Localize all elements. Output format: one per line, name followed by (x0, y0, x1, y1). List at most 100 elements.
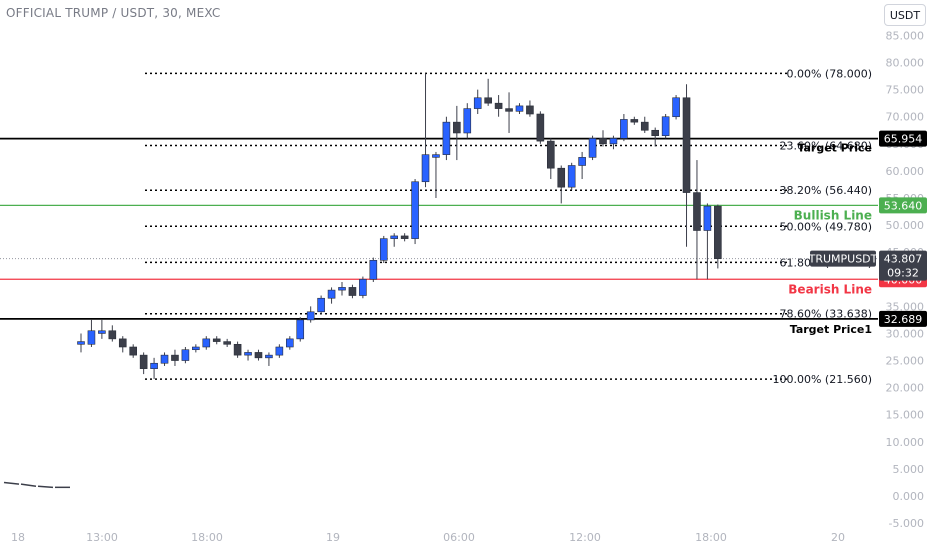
candle (421, 73, 430, 188)
countdown-label: 09:32 (887, 267, 919, 280)
candle-body (233, 343, 242, 356)
candle (108, 325, 117, 342)
fib-label: 0.00% (78.000) (786, 67, 872, 80)
candle (714, 204, 722, 269)
candle (609, 135, 618, 150)
candle (463, 103, 472, 139)
candle-body (432, 154, 440, 158)
candle-body (379, 238, 388, 261)
y-tick-label: 70.000 (886, 111, 925, 124)
candle-body (484, 97, 492, 104)
fib-label: 50.00% (49.780) (779, 220, 872, 233)
x-tick-label: 06:00 (443, 531, 475, 544)
candle-body (714, 205, 722, 259)
candle-body (285, 338, 294, 348)
candle (682, 84, 691, 247)
candle (369, 257, 378, 282)
candle-body (672, 97, 680, 118)
candle (265, 352, 273, 366)
symbol-badge-label: TRUMPUSDT (808, 253, 878, 266)
x-tick-label: 12:00 (569, 531, 601, 544)
candle (536, 111, 545, 144)
y-tick-label: 35.000 (886, 300, 925, 313)
candle (379, 235, 388, 264)
candle (693, 160, 701, 280)
candle (317, 295, 325, 315)
candle-body (661, 116, 670, 136)
candle (348, 284, 357, 299)
line-name: Target Price1 (790, 323, 872, 336)
candle-body (693, 192, 701, 231)
candle-body (212, 338, 221, 342)
y-tick-label: 80.000 (886, 57, 925, 70)
candle-body (609, 138, 618, 145)
x-tick-label: 20 (831, 531, 845, 544)
candle-body (526, 105, 534, 115)
candle-body (411, 181, 419, 239)
candle-body (223, 341, 231, 345)
price-badge-label: 32.689 (884, 313, 923, 326)
candle (359, 276, 367, 299)
candle-body (192, 346, 200, 351)
fib-label: 78.60% (33.638) (779, 308, 872, 321)
candle (233, 341, 242, 358)
candle-body (139, 354, 148, 369)
candle (77, 333, 85, 353)
currency-button[interactable]: USDT (884, 4, 926, 26)
candle (432, 151, 440, 198)
candle (484, 78, 492, 106)
candle (703, 203, 712, 280)
candle (526, 100, 534, 117)
candle (557, 165, 566, 204)
candle-body (703, 205, 712, 231)
candle (223, 338, 231, 347)
candle (567, 162, 576, 190)
candle-body (202, 338, 211, 348)
price-badge (879, 197, 927, 214)
candle-body (557, 167, 566, 188)
candle-body (160, 354, 169, 364)
candle (171, 349, 179, 366)
candle-body (588, 138, 597, 158)
candle-body (327, 289, 336, 299)
candle (672, 95, 680, 120)
line-name: Bearish Line (788, 282, 872, 296)
candle (87, 319, 96, 347)
candle (202, 336, 211, 350)
candle (494, 95, 503, 117)
candle (212, 336, 221, 345)
candle (254, 349, 263, 361)
candle-body (442, 121, 451, 155)
candle-body (150, 362, 158, 369)
candle-body (275, 346, 284, 356)
y-tick-label: 60.000 (886, 165, 925, 178)
candle (306, 306, 315, 323)
fib-label: 38.20% (56.440) (779, 184, 872, 197)
candle (546, 138, 555, 180)
prehistory-candle (20, 483, 37, 487)
line-name: Bullish Line (794, 208, 872, 222)
candle-body (118, 338, 127, 348)
prehistory-candle (37, 485, 54, 489)
candle-body (515, 105, 524, 112)
candle (160, 352, 169, 366)
candle-body (536, 113, 545, 142)
y-tick-label: 0.000 (893, 490, 925, 503)
candle-body (181, 349, 190, 361)
candle (588, 135, 597, 161)
symbol-badge (810, 250, 876, 267)
candle (390, 233, 399, 247)
candle-body (453, 121, 461, 134)
x-tick-label: 13:00 (86, 531, 118, 544)
candle-body (494, 102, 503, 109)
candle-body (651, 129, 660, 136)
y-tick-label: 15.000 (886, 409, 925, 422)
candle (630, 116, 639, 125)
candle (285, 336, 294, 350)
x-tick-label: 18:00 (695, 531, 727, 544)
candle-body (254, 352, 263, 359)
candle-body (108, 330, 117, 340)
y-tick-label: 20.000 (886, 382, 925, 395)
